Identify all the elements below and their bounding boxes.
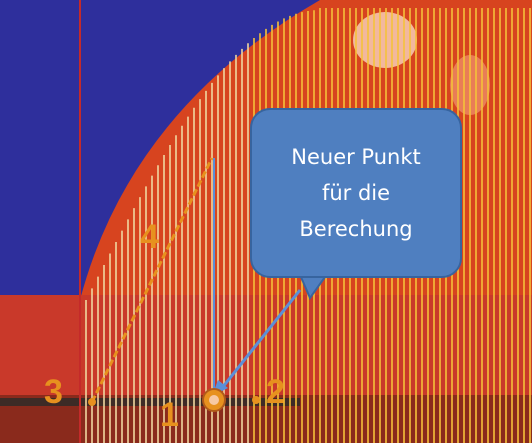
- callout-box: Neuer Punkt für die Berechung: [250, 108, 462, 278]
- highlight-blob: [353, 12, 417, 68]
- callout-line-3: Berechung: [299, 217, 413, 241]
- arrow-from-callout: [220, 289, 302, 389]
- callout-line-2: für die: [321, 181, 391, 205]
- point-new-core: [209, 395, 219, 405]
- label-3: 3: [44, 373, 63, 411]
- label-4: 4: [140, 218, 159, 256]
- line-3-4: [90, 157, 214, 403]
- point-2-dot: [252, 396, 260, 404]
- base-line: [0, 398, 300, 406]
- point-3-dot: [88, 398, 96, 406]
- label-2: 2: [266, 373, 285, 411]
- callout-line-1: Neuer Punkt: [291, 145, 421, 169]
- label-1: 1: [160, 396, 179, 434]
